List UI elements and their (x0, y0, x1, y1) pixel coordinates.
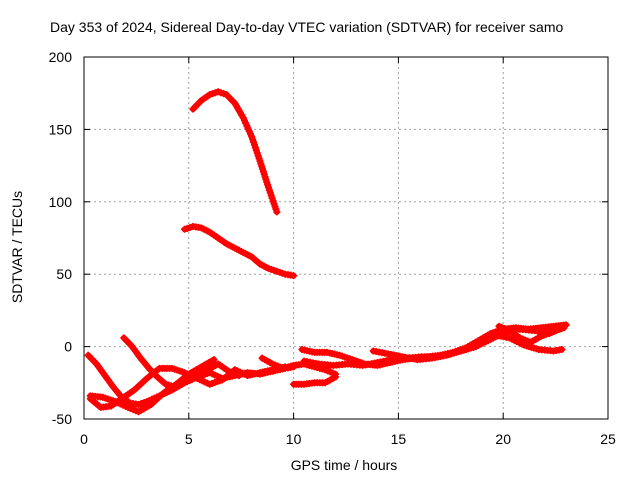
y-tick-label: 200 (49, 49, 73, 65)
y-tick-label: 50 (56, 266, 72, 282)
chart-title: Day 353 of 2024, Sidereal Day-to-day VTE… (50, 19, 564, 35)
axis-ticks (83, 56, 609, 420)
plot-frame (83, 56, 609, 420)
y-tick-label: 100 (49, 194, 73, 210)
data-series (84, 88, 570, 416)
data-point-marker (235, 372, 243, 380)
data-point-marker (332, 373, 340, 381)
data-point-marker (210, 356, 218, 364)
tick-labels: 0 5 10 15 20 25 -50 0 50 100 150 200 (49, 49, 616, 447)
series-arc-1 (189, 88, 281, 216)
series-arc-11 (369, 324, 566, 364)
data-point-marker (558, 345, 566, 353)
data-point-marker (273, 208, 281, 216)
y-tick-label: 0 (64, 339, 72, 355)
x-tick-label: 0 (80, 431, 88, 447)
data-point-marker (560, 324, 568, 332)
series-arc-8 (290, 373, 340, 388)
series-arc-12 (495, 322, 568, 346)
series-arc-2 (181, 222, 298, 280)
series-arc-6 (86, 356, 218, 416)
x-tick-label: 10 (286, 431, 302, 447)
x-tick-label: 5 (185, 431, 193, 447)
data-point-marker (290, 272, 298, 280)
y-tick-label: 150 (49, 121, 73, 137)
x-axis-label: GPS time / hours (290, 457, 398, 473)
series-trace (189, 88, 280, 215)
x-tick-label: 15 (391, 431, 407, 447)
x-tick-label: 20 (495, 431, 511, 447)
series-arc-7 (258, 354, 340, 378)
y-tick-label: -50 (52, 411, 72, 427)
x-tick-label: 25 (600, 431, 616, 447)
